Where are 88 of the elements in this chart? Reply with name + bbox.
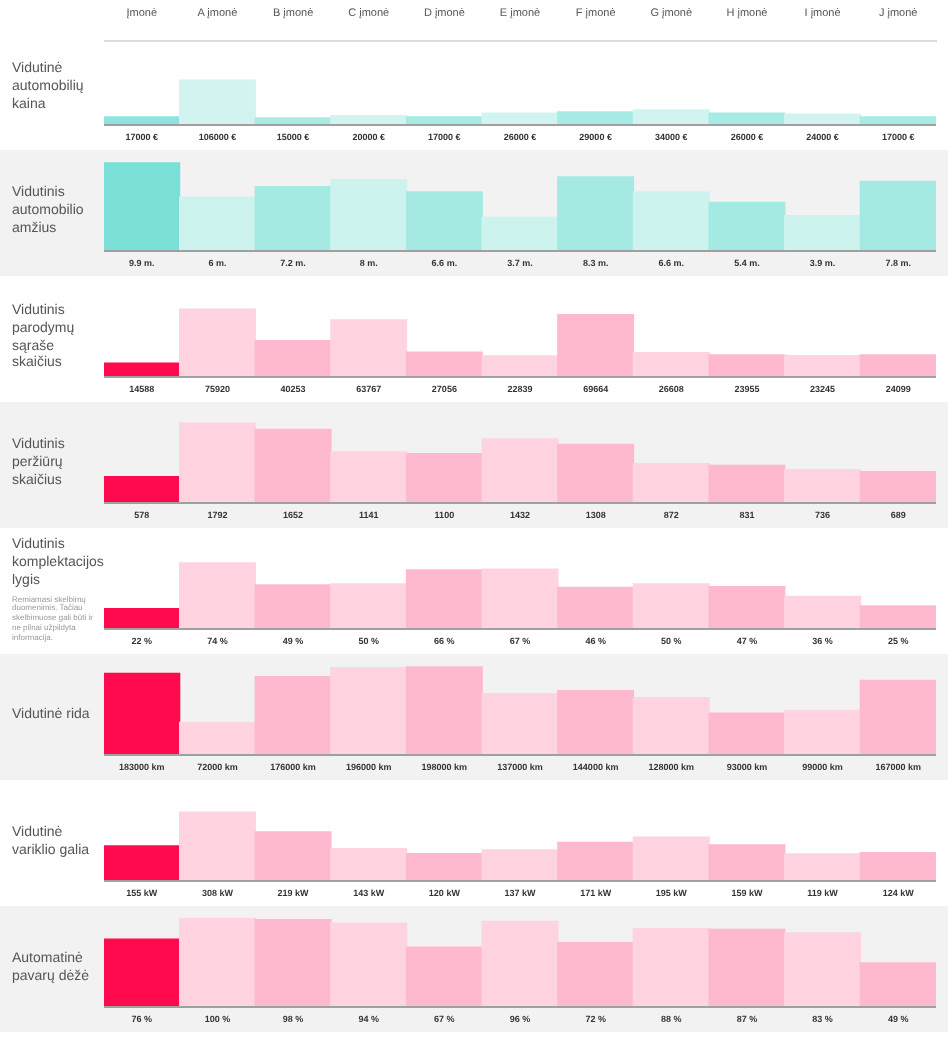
bar (405, 452, 483, 502)
bar (859, 354, 936, 376)
bar (632, 109, 710, 124)
bar (859, 180, 936, 250)
bar (632, 462, 710, 502)
bar (632, 697, 710, 754)
bar (254, 185, 332, 250)
bar (254, 919, 332, 1006)
bar (859, 962, 936, 1006)
bar (330, 115, 408, 124)
bar (481, 438, 559, 502)
bar (178, 721, 256, 754)
bar (859, 852, 936, 880)
bar (104, 845, 181, 880)
bar (557, 689, 635, 754)
bar (784, 215, 862, 250)
bar (330, 583, 408, 628)
bar (481, 568, 559, 628)
bar (178, 918, 256, 1006)
bar (330, 667, 408, 754)
bar (405, 569, 483, 628)
bar (557, 841, 635, 880)
bar (405, 852, 483, 880)
bar (178, 422, 256, 502)
bar (178, 196, 256, 250)
bar (254, 117, 332, 124)
bar (104, 607, 181, 628)
bar (104, 162, 181, 250)
bar (254, 339, 332, 376)
bar (784, 113, 862, 124)
bar (557, 314, 635, 376)
bar (254, 675, 332, 754)
bar (481, 920, 559, 1006)
bar (708, 712, 786, 754)
bar (557, 111, 635, 124)
bar (784, 932, 862, 1006)
bar (405, 351, 483, 376)
bar (708, 354, 786, 376)
bar (632, 351, 710, 376)
bar (784, 595, 862, 628)
bar (784, 354, 862, 376)
bar (330, 319, 408, 376)
bar (859, 471, 936, 502)
bar (708, 844, 786, 880)
bar (557, 941, 635, 1006)
bar (330, 922, 408, 1006)
bar (178, 811, 256, 880)
bar (254, 584, 332, 628)
bar (708, 585, 786, 628)
bar (557, 586, 635, 628)
bar (104, 672, 181, 754)
bar (254, 831, 332, 880)
bar (632, 191, 710, 250)
bar (481, 849, 559, 880)
bar (178, 308, 256, 376)
bar (104, 475, 181, 502)
bar (405, 116, 483, 124)
bar (708, 928, 786, 1006)
bar (104, 116, 181, 124)
bar (632, 927, 710, 1006)
bar (784, 709, 862, 754)
bar (481, 693, 559, 754)
bar (859, 679, 936, 754)
bar (859, 605, 936, 628)
bar (784, 853, 862, 880)
bar (330, 847, 408, 880)
bar (859, 116, 936, 124)
bar (330, 451, 408, 502)
bar (405, 946, 483, 1006)
bar (330, 178, 408, 250)
bar (405, 191, 483, 250)
bar (481, 112, 559, 124)
bar (557, 176, 635, 250)
bar (254, 428, 332, 502)
bar (104, 362, 181, 376)
bar (481, 355, 559, 376)
bar (405, 666, 483, 754)
bar (632, 836, 710, 880)
bar (632, 583, 710, 628)
bar (178, 562, 256, 628)
bar (708, 201, 786, 250)
bar (784, 468, 862, 502)
bar (557, 443, 635, 502)
bar (178, 79, 256, 124)
bar (708, 112, 786, 124)
bar (708, 464, 786, 502)
bar (481, 216, 559, 250)
bar (104, 938, 181, 1006)
